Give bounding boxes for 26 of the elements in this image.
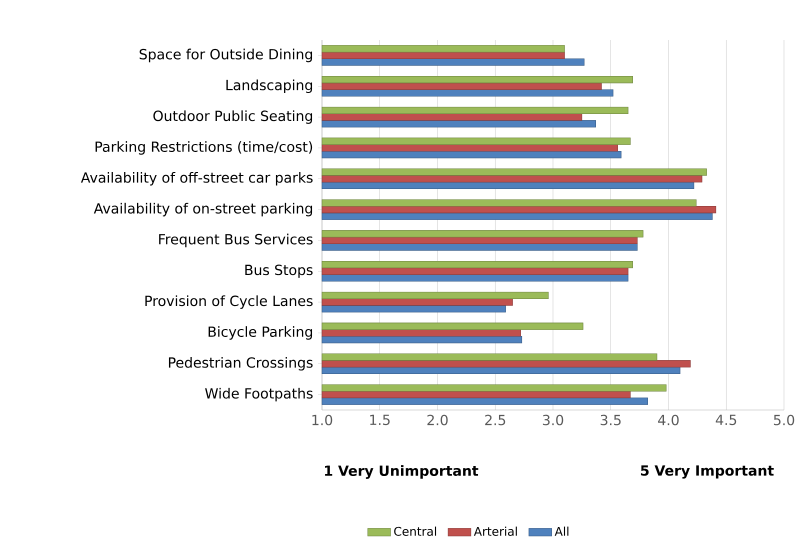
x-tick-label: 1.0 [312,414,332,426]
text: 5 Very Important [640,465,774,479]
y-tick-label: Landscaping [226,79,312,94]
y-tick-label: Outdoor Public Seating [153,110,312,124]
y-tick-label: Space for Outside Dining [140,48,312,62]
x-tick-label: 2.0 [427,414,448,426]
x-tick-label: 1.5 [370,414,390,426]
legend-label: Arterial [474,526,517,536]
legend-label: All [554,526,568,536]
x-tick-label: 4.0 [658,414,679,426]
y-tick-label: Frequent Bus Services [159,234,313,248]
legend-label: Central [394,526,436,536]
y-tick-label: Availability of on-street parking [94,202,312,216]
y-tick-label: Availability of off-street car parks [80,172,313,186]
x-tick-label: 4.5 [716,414,736,426]
y-tick-label: Parking Restrictions (time/cost) [96,141,312,155]
y-tick-label: Wide Footpaths [205,388,313,402]
x-tick-label: 2.5 [485,414,506,426]
y-tick-label: Pedestrian Crossings [168,356,313,371]
x-tick-label: 3.0 [542,414,564,426]
text: 1 Very Unimportant [324,465,478,479]
x-tick-label: 5.0 [774,414,794,426]
y-tick-label: Bus Stops [245,264,313,278]
y-tick-label: Bicycle Parking [208,326,312,340]
y-tick-label: Provision of Cycle Lanes [145,295,313,309]
x-tick-label: 3.5 [600,414,621,426]
